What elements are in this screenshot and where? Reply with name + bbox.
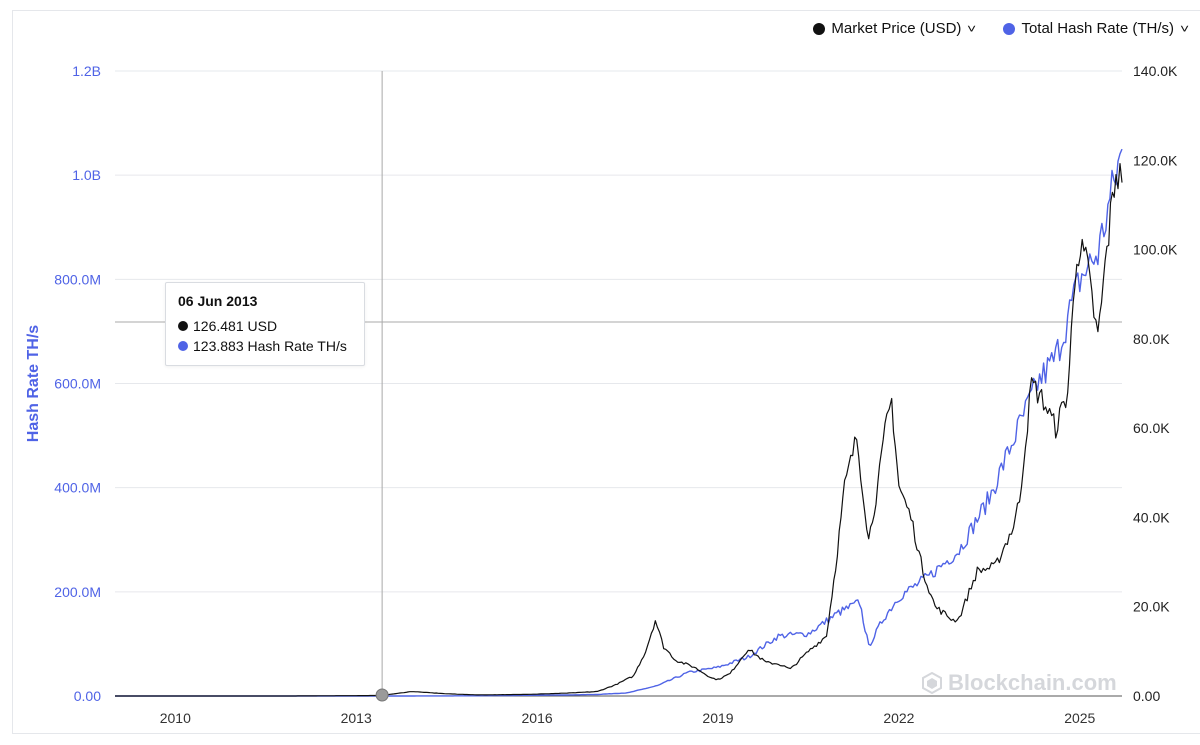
- right-axis-tick-label: 80.0K: [1133, 331, 1170, 347]
- market-price-dot-icon: [813, 23, 825, 35]
- tooltip-row-hash: 123.883 Hash Rate TH/s: [178, 338, 352, 354]
- market-price-line: [115, 164, 1122, 696]
- left-axis-tick-label: 400.0M: [54, 480, 101, 496]
- blockchain-watermark: Blockchain.com: [922, 670, 1117, 696]
- x-axis-tick-label: 2025: [1064, 710, 1095, 726]
- chevron-down-icon[interactable]: ˅: [1180, 22, 1189, 36]
- watermark-text: Blockchain.com: [948, 670, 1117, 696]
- x-axis-tick-label: 2022: [883, 710, 914, 726]
- right-axis-tick-label: 60.0K: [1133, 420, 1170, 436]
- price-dot-icon: [178, 321, 188, 331]
- legend-label-market-price: Market Price (USD): [831, 20, 961, 37]
- right-axis-tick-label: 120.0K: [1133, 152, 1178, 168]
- left-axis-tick-label: 1.0B: [72, 167, 101, 183]
- left-axis-tick-label: 600.0M: [54, 376, 101, 392]
- tooltip-row-price: 126.481 USD: [178, 318, 352, 334]
- right-axis-tick-label: 20.0K: [1133, 599, 1170, 615]
- tooltip-price-value: 126.481 USD: [193, 318, 277, 334]
- legend-item-market-price[interactable]: Market Price (USD) ˅: [813, 20, 975, 37]
- x-axis-tick-label: 2019: [702, 710, 733, 726]
- right-axis-tick-label: 100.0K: [1133, 242, 1178, 258]
- left-axis-tick-label: 1.2B: [72, 63, 101, 79]
- legend-item-hash-rate[interactable]: Total Hash Rate (TH/s) ˅: [1003, 20, 1188, 37]
- legend: Market Price (USD) ˅ Total Hash Rate (TH…: [813, 20, 1188, 37]
- blockchain-logo-icon: [922, 672, 942, 694]
- x-axis-tick-label: 2010: [160, 710, 191, 726]
- right-axis-tick-label: 140.0K: [1133, 63, 1178, 79]
- left-axis-title: Hash Rate TH/s: [25, 325, 42, 442]
- hash-dot-icon: [178, 341, 188, 351]
- x-axis-tick-label: 2016: [522, 710, 553, 726]
- left-axis-tick-label: 0.00: [74, 688, 101, 704]
- hash-rate-dot-icon: [1003, 23, 1015, 35]
- tooltip-hash-value: 123.883 Hash Rate TH/s: [193, 338, 347, 354]
- right-axis-tick-label: 40.0K: [1133, 509, 1170, 525]
- chart-tooltip: 06 Jun 2013 126.481 USD 123.883 Hash Rat…: [165, 282, 365, 366]
- hash-rate-line: [115, 149, 1122, 696]
- legend-label-hash-rate: Total Hash Rate (TH/s): [1021, 20, 1174, 37]
- chevron-down-icon[interactable]: ˅: [967, 22, 976, 36]
- chart-svg[interactable]: 0.00 200.0M 400.0M 600.0M 800.0M 1.0B 1.2B 0.00…: [0, 0, 1200, 745]
- right-axis-tick-label: 0.00: [1133, 688, 1160, 704]
- left-axis-tick-label: 200.0M: [54, 584, 101, 600]
- hover-marker: [376, 689, 388, 701]
- x-axis-tick-label: 2013: [341, 710, 372, 726]
- left-axis-tick-label: 800.0M: [54, 271, 101, 287]
- tooltip-date: 06 Jun 2013: [178, 293, 352, 309]
